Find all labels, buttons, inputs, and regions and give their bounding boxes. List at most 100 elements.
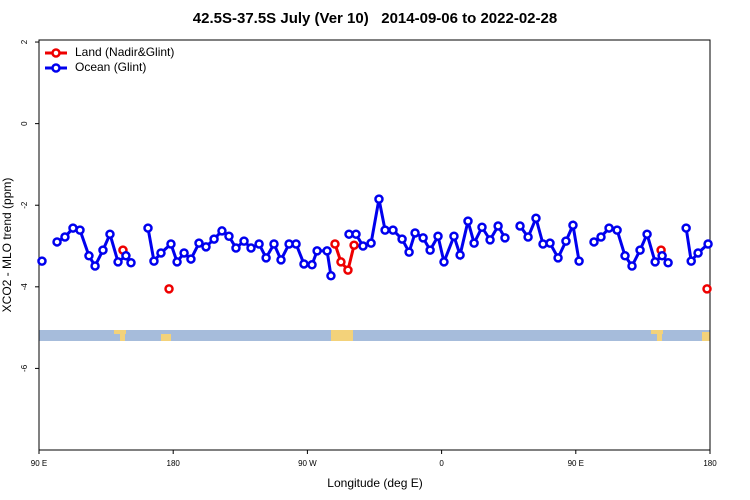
land-patch [651,330,663,334]
data-point [84,251,94,261]
data-point [493,221,503,231]
data-point [596,232,606,242]
data-point [686,256,696,266]
data-point [246,243,256,253]
data-point [545,238,555,248]
legend-label: Land (Nadir&Glint) [75,45,174,59]
series-line [349,198,507,268]
legend-label: Ocean (Glint) [75,60,146,74]
data-point [291,239,301,249]
data-point [75,225,85,235]
data-point [307,260,317,270]
data-point [410,228,420,238]
data-point [209,234,219,244]
data-point [642,229,652,239]
data-point [531,213,541,224]
data-point [500,233,510,243]
data-point [703,239,713,249]
data-point [589,237,599,247]
data-point [433,231,443,241]
data-point [612,225,622,235]
data-point [561,236,571,246]
data-point [574,256,584,266]
data-point [166,239,176,249]
data-point [299,259,309,269]
chart-title: 42.5S-37.5S July (Ver 10) 2014-09-06 to … [193,10,557,27]
data-point [449,231,459,241]
data-point [164,284,174,294]
data-point [663,257,673,268]
y-tick-label: -2 [20,201,29,209]
data-point [439,257,449,267]
data-point [343,265,353,275]
y-tick-label: -4 [20,283,29,291]
land-patch [120,334,125,341]
data-point [477,222,487,233]
data-point [330,239,340,249]
data-point [388,225,398,235]
x-tick-label: 90 W [298,459,317,468]
data-point [568,220,578,230]
data-point [322,246,332,256]
data-point [351,229,361,239]
data-point [37,256,47,266]
data-point [179,248,189,258]
data-point [98,245,108,255]
x-axis-label: Longitude (deg E) [327,476,422,490]
data-point [397,234,407,244]
y-tick-label: 2 [20,39,29,44]
data-point [239,236,249,246]
data-point [374,194,384,204]
data-point [231,243,241,253]
data-point [693,248,703,258]
data-point [105,229,115,239]
data-point [463,216,473,226]
data-point [604,223,614,233]
land-mask-band [39,330,710,341]
data-point [553,253,563,263]
x-tick-label: 180 [703,459,717,468]
series-line [684,227,710,265]
data-point [60,232,70,242]
data-point [126,257,136,268]
legend-swatch-point [51,48,61,58]
data-point [425,245,435,255]
legend-swatch-point [51,63,61,73]
data-point [121,251,131,261]
y-tick-label: -6 [20,364,29,372]
data-point [349,240,359,250]
data-point [366,238,376,248]
data-point [156,248,166,258]
data-point [469,238,479,248]
data-point [172,257,182,267]
data-point [194,238,204,248]
data-point [261,253,271,263]
data-point [515,221,525,231]
data-point [201,242,211,252]
data-point [186,254,196,264]
data-point [523,232,533,242]
data-point [113,257,123,267]
data-point [455,250,465,260]
y-axis-label: XCO2 - MLO trend (ppm) [0,178,14,313]
land-patch [331,330,353,341]
data-point [254,239,264,249]
land-patch [114,330,126,334]
data-point [404,247,414,257]
data-point [90,261,100,271]
data-point [485,235,495,245]
data-point [681,223,691,233]
data-point [627,261,637,271]
x-tick-label: 180 [167,459,181,468]
land-patch [161,334,171,341]
y-tick-label: 0 [20,121,29,126]
data-point [224,231,234,241]
data-point [635,245,645,255]
data-point [380,225,390,235]
data-point [657,251,667,261]
data-point [702,284,712,294]
x-tick-label: 0 [439,459,444,468]
data-point [418,233,428,243]
land-patch [702,332,710,341]
